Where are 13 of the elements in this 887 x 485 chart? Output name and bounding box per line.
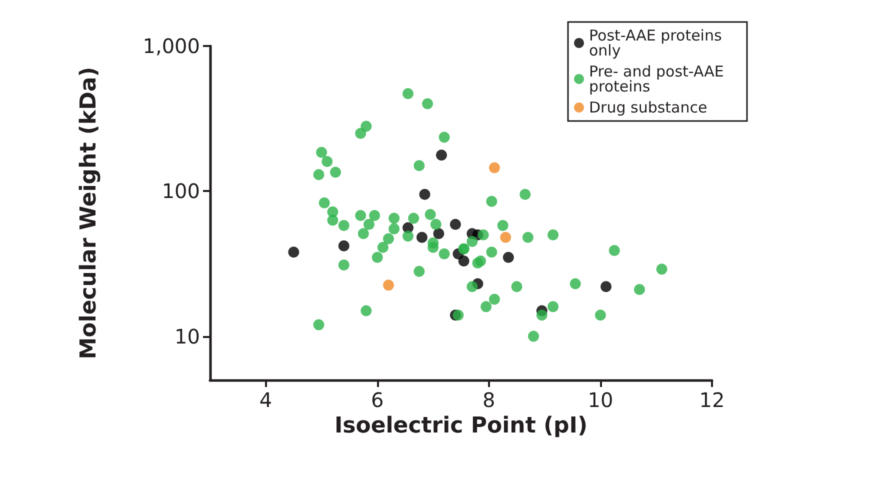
x-tick-label: 8 — [482, 388, 496, 412]
x-tick-label: 6 — [370, 388, 384, 412]
y-tick-label: 10 — [174, 324, 200, 348]
y-tick-label: 1,000 — [142, 34, 200, 58]
legend-label: Pre- and post-AAE proteins — [589, 62, 729, 96]
legend-label: Drug substance — [589, 98, 708, 116]
x-axis-title: Isoelectric Point (pI) — [334, 414, 588, 438]
x-tick-label: 4 — [259, 388, 272, 412]
y-axis-title: Molecular Weight (kDa) — [76, 66, 102, 360]
x-tick-label: 12 — [699, 388, 725, 412]
x-tick-label: 10 — [588, 388, 614, 412]
legend-label: Post-AAE proteins only — [589, 26, 727, 60]
y-tick-label: 100 — [162, 179, 200, 204]
